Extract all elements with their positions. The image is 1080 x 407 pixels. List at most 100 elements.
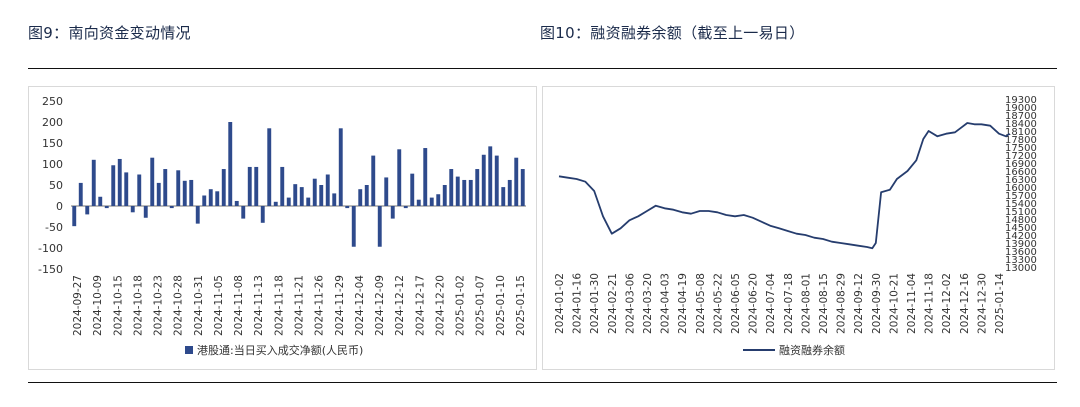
bar <box>150 157 155 206</box>
bar <box>371 155 376 206</box>
x-tick-label: 2024-10-23 <box>153 275 165 336</box>
bar <box>319 185 324 206</box>
x-tick-label: 2024-11-29 <box>334 275 346 336</box>
bar <box>221 169 226 206</box>
bar <box>449 169 454 206</box>
x-tick-label: 2024-11-18 <box>273 275 285 336</box>
bar <box>416 199 421 206</box>
y-tick-label: 16900 <box>1005 159 1037 170</box>
y-tick-label: 16300 <box>1005 175 1037 186</box>
bar <box>410 173 415 206</box>
x-tick-label: 2025-01-15 <box>515 275 527 336</box>
x-tick-label: 2025-01-14 <box>994 273 1006 334</box>
x-tick-label: 2024-12-30 <box>976 273 988 334</box>
y-tick-label: 150 <box>42 137 63 150</box>
bar <box>111 165 116 206</box>
y-tick-label: 16000 <box>1005 183 1037 194</box>
bar <box>514 157 519 206</box>
y-tick-label: -100 <box>38 242 63 255</box>
x-tick-label: 2024-04-19 <box>677 273 689 334</box>
left-figure-title: 图9：南向资金变动情况 <box>28 24 191 42</box>
x-tick-label: 2024-02-21 <box>607 273 619 334</box>
bar <box>176 170 181 206</box>
x-tick-label: 2024-12-12 <box>394 275 406 336</box>
x-tick-label: 2024-11-05 <box>213 275 225 336</box>
x-tick-label: 2024-06-05 <box>730 273 742 334</box>
x-tick-label: 2024-01-16 <box>572 273 584 334</box>
y-tick-label: 16600 <box>1005 167 1037 178</box>
x-tick-label: 2024-07-18 <box>783 273 795 334</box>
bar <box>442 185 447 206</box>
bar <box>364 185 369 206</box>
x-tick-label: 2024-11-18 <box>924 273 936 334</box>
x-tick-label: 2024-12-04 <box>354 275 366 336</box>
y-tick-label: 15100 <box>1005 207 1037 218</box>
legend-label: 融资融券余额 <box>779 343 845 357</box>
bar <box>85 206 90 215</box>
bar <box>267 128 272 206</box>
bar <box>455 176 460 206</box>
y-tick-label: 17200 <box>1005 151 1037 162</box>
y-tick-label: 18100 <box>1005 127 1037 138</box>
bar <box>202 195 207 206</box>
bar <box>130 206 135 213</box>
y-tick-label: 13600 <box>1005 247 1037 258</box>
y-tick-label: 14500 <box>1005 223 1037 234</box>
bar <box>156 182 161 206</box>
legend-label: 港股通:当日买入成交净额(人民币) <box>197 343 363 357</box>
y-tick-label: 50 <box>49 179 63 192</box>
y-tick-label: 0 <box>56 200 63 213</box>
bar <box>254 166 259 206</box>
bar <box>423 148 428 206</box>
bar <box>501 187 506 206</box>
x-tick-label: 2024-01-30 <box>589 273 601 334</box>
bar <box>98 196 103 206</box>
bar <box>280 166 285 206</box>
x-tick-label: 2024-07-04 <box>765 273 777 334</box>
bar <box>299 187 304 206</box>
x-tick-label: 2024-12-17 <box>414 275 426 336</box>
y-tick-label: 18700 <box>1005 111 1037 122</box>
x-tick-label: 2025-01-07 <box>475 275 487 336</box>
bar <box>429 197 434 206</box>
y-tick-label: 250 <box>42 95 63 108</box>
bar <box>293 184 298 206</box>
x-tick-label: 2024-03-06 <box>624 273 636 334</box>
bar <box>286 197 291 206</box>
bar <box>234 200 239 206</box>
x-tick-label: 2024-11-04 <box>906 273 918 334</box>
y-tick-label: 19000 <box>1005 103 1037 114</box>
x-tick-label: 2024-12-16 <box>959 273 971 334</box>
bar <box>436 194 441 206</box>
bar <box>208 189 213 206</box>
bar-chart-panel: -150 -100 -50 0 50 100 150 200 250 2024-09-27 2024… <box>28 86 537 370</box>
bar <box>468 179 473 206</box>
x-tick-label: 2024-10-21 <box>888 273 900 334</box>
y-tick-label: 17500 <box>1005 143 1037 154</box>
bar <box>137 174 142 206</box>
x-tick-label: 2024-06-20 <box>748 273 760 334</box>
bar <box>78 182 83 206</box>
bar <box>358 189 363 206</box>
bar <box>169 206 174 209</box>
bar <box>189 179 194 206</box>
y-tick-label: 17800 <box>1005 135 1037 146</box>
x-tick-label: 2024-08-29 <box>836 273 848 334</box>
bar <box>520 169 525 206</box>
bottom-divider <box>28 382 1057 383</box>
bar <box>351 206 356 247</box>
y-tick-label: 18400 <box>1005 119 1037 130</box>
bar <box>345 206 350 209</box>
y-tick-label: 13000 <box>1005 263 1037 274</box>
bar <box>306 197 311 206</box>
x-tick-label: 2025-01-10 <box>495 275 507 336</box>
legend-swatch <box>185 346 193 354</box>
bar <box>143 206 148 218</box>
bar <box>117 158 122 206</box>
bar <box>494 155 499 206</box>
y-tick-label: 14800 <box>1005 215 1037 226</box>
bar <box>104 206 109 209</box>
bar <box>325 174 330 206</box>
x-tick-label: 2024-01-02 <box>554 273 566 334</box>
bar <box>72 206 77 227</box>
